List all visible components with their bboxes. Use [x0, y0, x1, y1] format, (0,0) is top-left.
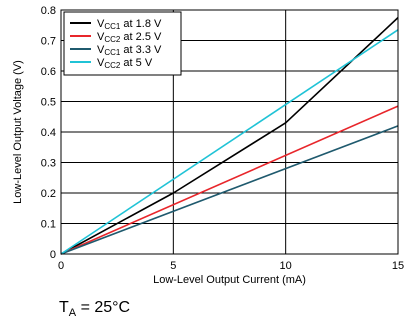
x-tick-label: 0	[58, 260, 64, 272]
x-tick-label: 15	[392, 260, 404, 272]
series-line-4	[60, 29, 399, 255]
tick-labels: 0 5 10 15 0 0.1 0.2 0.3 0.4 0.5 0.6 0.7 0.8	[41, 5, 404, 272]
y-tick-label: 0.5	[41, 97, 56, 109]
temperature-note-suffix: = 25°C	[76, 299, 131, 316]
temperature-note: TA = 25°C	[59, 298, 130, 319]
legend-label: VCC1 at 3.3 V	[97, 44, 162, 57]
x-axis-label: Low-Level Output Current (mA)	[153, 274, 306, 286]
plot-frame	[60, 9, 399, 255]
series-lines	[60, 17, 399, 255]
series-line-2	[60, 105, 399, 255]
y-tick-label: 0.8	[41, 5, 56, 17]
x-tick-label: 5	[170, 260, 176, 272]
y-tick-label: 0.7	[41, 36, 56, 48]
temperature-note-prefix: T	[59, 299, 69, 316]
temperature-note-subscript: A	[68, 307, 77, 319]
x-tick-label: 10	[280, 260, 292, 272]
series-line-1	[60, 17, 399, 255]
y-tick-label: 0.1	[41, 219, 56, 231]
legend-label: VCC2 at 2.5 V	[97, 31, 162, 44]
y-tick-label: 0.2	[41, 188, 56, 200]
y-tick-label: 0.3	[41, 158, 56, 170]
y-tick-label: 0.6	[41, 66, 56, 78]
legend-label: VCC1 at 1.8 V	[97, 18, 162, 31]
y-tick-label: 0	[50, 249, 56, 261]
y-tick-label: 0.4	[41, 127, 56, 139]
y-axis-label: Low-Level Output Voltage (V)	[12, 60, 24, 204]
legend-label: VCC2 at 5 V	[97, 57, 153, 70]
series-line-3	[60, 125, 399, 255]
